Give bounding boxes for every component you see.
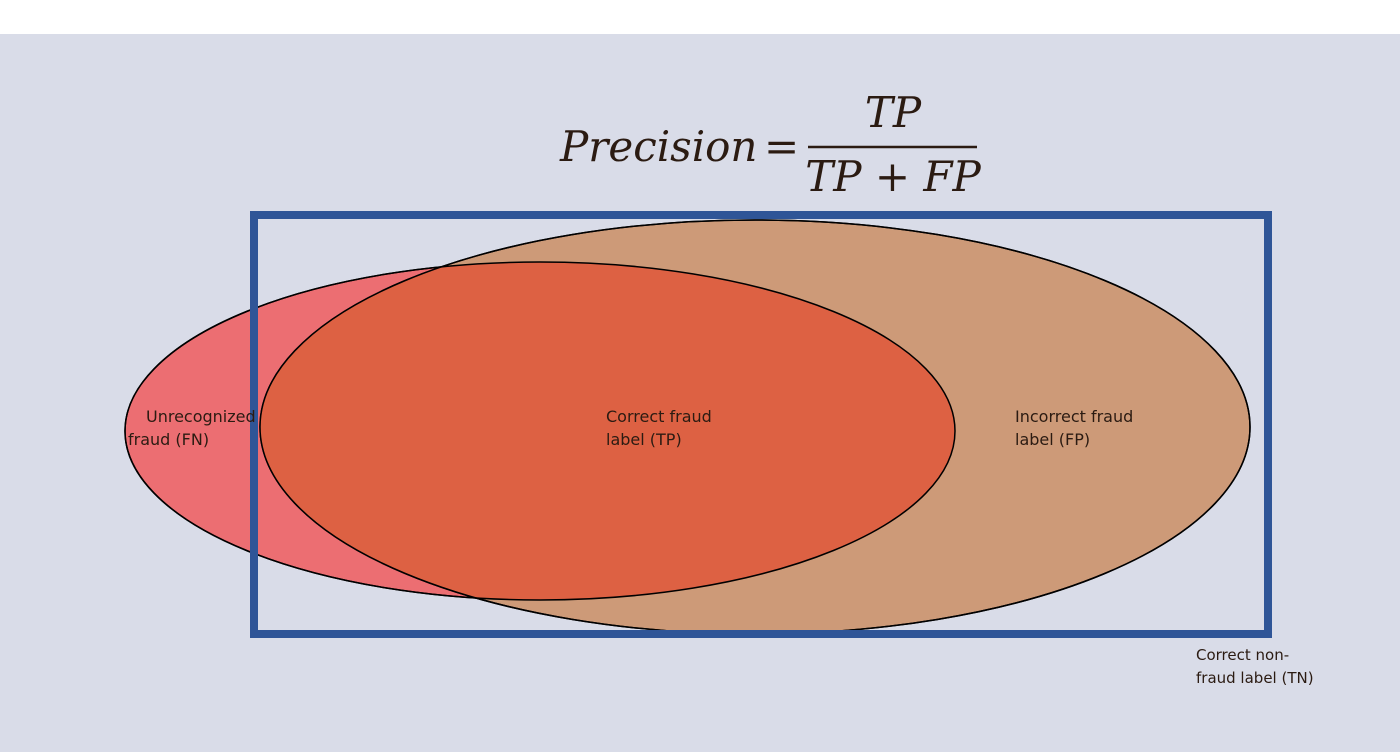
fp-label-line2: label (FP) (1015, 430, 1090, 449)
true-positive-region (260, 262, 955, 600)
fp-label-line1: Incorrect fraud (1015, 407, 1133, 426)
tp-label-line1: Correct fraud (606, 407, 712, 426)
fn-label-line2: fraud (FN) (128, 430, 209, 449)
actual-fraud-outline (124, 261, 956, 601)
tn-label-line1: Correct non- (1196, 646, 1289, 664)
fn-label-line1: Unrecognized (146, 407, 256, 426)
formula-denominator: TP + FP (805, 152, 981, 201)
formula-equals: = (764, 122, 799, 171)
formula-lhs: Precision (559, 122, 757, 171)
top-strip (0, 0, 1400, 34)
labelled-items-frame (250, 211, 1272, 638)
tn-label-line2: fraud label (TN) (1196, 669, 1314, 687)
tp-label-line2: label (TP) (606, 430, 682, 449)
formula-numerator: TP (865, 88, 922, 137)
